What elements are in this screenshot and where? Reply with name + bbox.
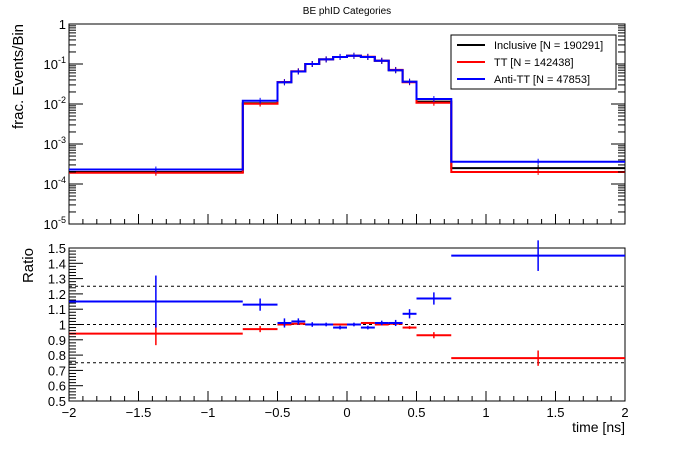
top-y-tick-label: 10-1	[44, 55, 66, 72]
top-x-ticks	[68, 214, 626, 224]
ratio-point-tt	[333, 323, 347, 326]
bottom-y-tick-label: 1.1	[48, 302, 66, 317]
bottom-y-tick-label: 1.3	[48, 272, 66, 287]
bottom-y-tick-label: 0.8	[48, 348, 66, 363]
top-y-tick-label: 1	[59, 17, 66, 32]
legend-label-anti-tt: Anti-TT [N = 47853]	[494, 74, 590, 86]
top-y-tick-label: 10-4	[44, 175, 66, 192]
ratio-point-anti-tt	[347, 322, 361, 327]
bottom-x-tick-label: 1.5	[546, 405, 564, 420]
bottom-y-tick-label: 0.7	[48, 363, 66, 378]
ratio-point-anti-tt	[305, 322, 320, 327]
ratio-point-anti-tt	[388, 319, 403, 327]
ratio-point-tt	[242, 326, 278, 333]
legend: Inclusive [N = 190291] TT [N = 142438] A…	[450, 34, 617, 90]
bottom-y-axis-label: Ratio	[20, 248, 37, 283]
ratio-point-anti-tt	[451, 240, 625, 271]
ratio-point-tt	[416, 332, 452, 339]
ratio-point-anti-tt	[69, 275, 243, 328]
bottom-x-tick-label: 2	[621, 405, 628, 420]
bottom-x-tick-label: −2	[62, 405, 77, 420]
bottom-y-tick-label: 0.6	[48, 379, 66, 394]
ratio-point-anti-tt	[242, 298, 278, 311]
bottom-x-axis-label: time [ns]	[572, 419, 625, 435]
top-y-tick-label: 10-2	[44, 95, 66, 112]
bottom-y-tick-label: 1.2	[48, 287, 66, 302]
top-y-tick-label: 10-3	[44, 135, 66, 152]
bottom-x-tick-label: −0.5	[265, 405, 291, 420]
bottom-y-ticks: 0.50.60.70.80.911.11.21.31.41.5	[48, 241, 83, 409]
top-panel: 10-5 10-4 10-3 10-2 10-1 1 BE phID Categories…	[10, 6, 626, 232]
bottom-x-tick-label: 0	[343, 405, 350, 420]
bottom-y-tick-label: 1.5	[48, 241, 66, 256]
ratio-point-tt	[360, 321, 375, 324]
ratio-point-anti-tt	[319, 322, 334, 327]
bottom-y-tick-label: 1	[59, 318, 66, 333]
ratio-point-anti-tt	[291, 318, 306, 325]
top-title: BE phID Categories	[303, 6, 391, 17]
bottom-y-tick-label: 0.9	[48, 333, 66, 348]
ratio-points	[69, 240, 625, 366]
bottom-y-tick-label: 1.4	[48, 256, 66, 271]
bottom-y-tick-label: 0.5	[48, 394, 66, 409]
top-y-tick-label: 10-5	[44, 215, 66, 232]
ratio-point-anti-tt	[333, 325, 347, 330]
ratio-point-anti-tt	[360, 325, 375, 330]
ratio-point-anti-tt	[277, 318, 292, 328]
bottom-x-tick-label: 0.5	[407, 405, 425, 420]
bottom-x-tick-label: −1.5	[126, 405, 152, 420]
top-y-ticks: 10-5 10-4 10-3 10-2 10-1 1	[44, 17, 625, 232]
legend-label-tt: TT [N = 142438]	[494, 57, 574, 69]
bottom-x-ticks: −2 −1.5 −1 −0.5 0 0.5 1 1.5 2	[62, 391, 629, 420]
ratio-point-anti-tt	[416, 292, 452, 305]
top-y-axis-label: frac. Events/Bin	[10, 24, 27, 129]
ratio-point-anti-tt	[402, 309, 417, 319]
ratio-point-tt	[402, 326, 417, 330]
bottom-x-tick-label: 1	[482, 405, 489, 420]
bottom-x-tick-label: −1	[201, 405, 216, 420]
bottom-panel: 0.50.60.70.80.911.11.21.31.41.5 −2 −1.5 −1…	[20, 240, 629, 435]
top-histograms	[69, 52, 625, 176]
legend-label-inclusive: Inclusive [N = 190291]	[494, 40, 603, 52]
ratio-point-tt	[451, 350, 625, 366]
ratio-point-anti-tt	[374, 320, 389, 326]
